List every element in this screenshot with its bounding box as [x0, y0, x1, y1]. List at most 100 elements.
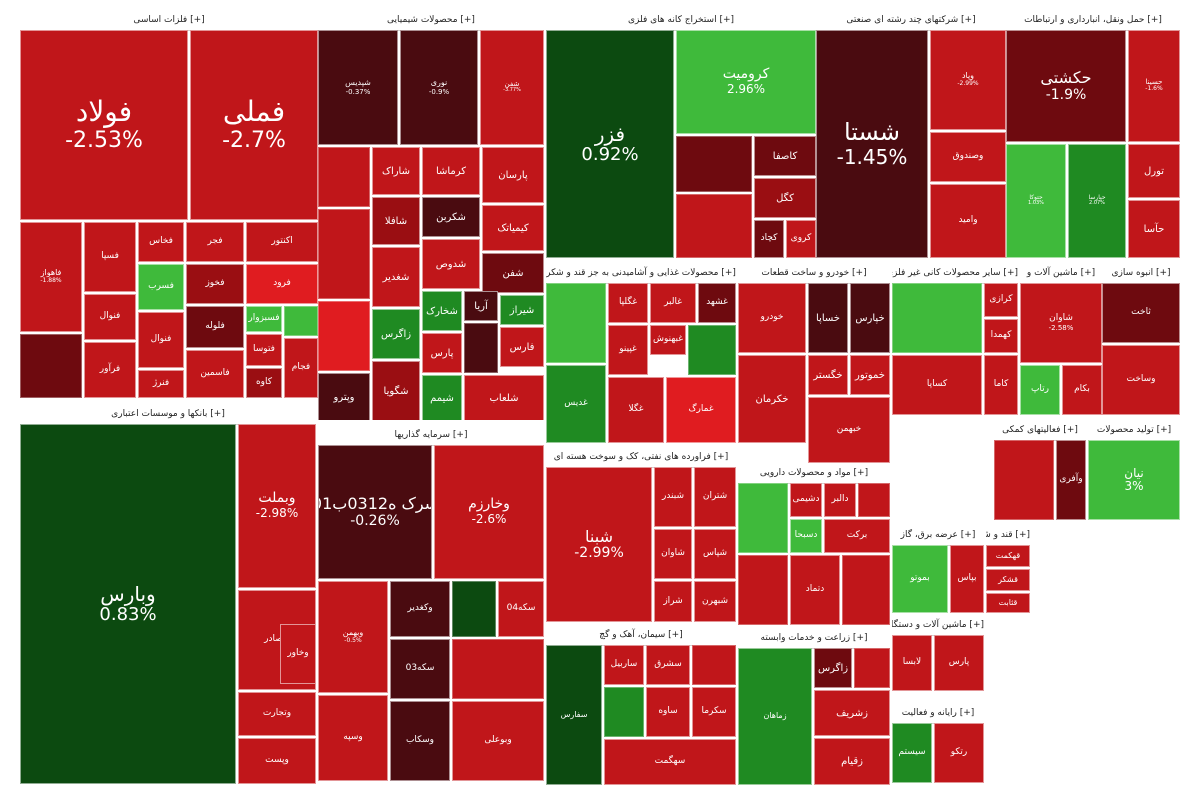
stock-tile[interactable]: شبهرن	[694, 581, 736, 622]
sector-header[interactable]: [+] سایر محصولات کانی غیر فلزی	[892, 263, 1018, 284]
stock-tile[interactable]: زماهان	[738, 648, 812, 785]
stock-tile[interactable]: وبوعلی	[452, 701, 544, 781]
stock-tile[interactable]: رتاپ	[1020, 365, 1060, 415]
sector-header[interactable]: [+] زراعت و خدمات وابسته	[738, 628, 890, 649]
stock-tile[interactable]: ثاخت	[1102, 283, 1180, 343]
stock-tile[interactable]	[858, 483, 890, 517]
stock-tile[interactable]: کرماشا	[422, 147, 480, 195]
stock-tile[interactable]: زاگرس	[814, 648, 852, 688]
sector-header[interactable]: [+] عرضه برق، گاز	[892, 525, 984, 546]
stock-tile[interactable]: سیستم	[892, 723, 932, 783]
stock-tile[interactable]: دالبر	[824, 483, 856, 517]
stock-tile[interactable]: قثابت	[986, 593, 1030, 613]
stock-tile[interactable]: شیراز	[500, 295, 544, 325]
stock-tile[interactable]: فسرب	[138, 264, 184, 310]
stock-tile[interactable]: تورل	[1128, 144, 1180, 198]
sector-header[interactable]: [+] فعالیتهای کمکی	[994, 420, 1086, 441]
stock-tile[interactable]: کاما	[984, 355, 1018, 415]
stock-tile[interactable]: شراز	[654, 581, 692, 622]
sector-header[interactable]: [+] ماشین آلات و دستگاه	[892, 615, 984, 636]
stock-tile[interactable]: پارس	[422, 333, 462, 373]
stock-tile[interactable]: نوری -0.9%	[400, 30, 478, 145]
stock-tile[interactable]	[692, 645, 736, 685]
stock-tile[interactable]: شبنا -2.99%	[546, 467, 652, 622]
stock-tile[interactable]: سفارس	[546, 645, 602, 785]
sector-header[interactable]: [+] محصولات شیمیایی	[318, 10, 544, 31]
stock-tile[interactable]	[318, 301, 370, 371]
stock-tile[interactable]: سکه04	[498, 581, 544, 637]
stock-tile[interactable]	[854, 648, 890, 688]
stock-tile[interactable]: شغدیر	[372, 247, 420, 307]
stock-tile[interactable]: سکه03	[390, 639, 450, 699]
stock-tile[interactable]: خساپا	[808, 283, 848, 353]
stock-tile[interactable]: فنوال	[138, 312, 184, 368]
stock-tile[interactable]: پارس	[934, 635, 984, 691]
stock-tile[interactable]: بموتو	[892, 545, 948, 613]
stock-tile[interactable]: خپارس	[850, 283, 890, 353]
sector-header[interactable]: [+] خودرو و ساخت قطعات	[738, 263, 890, 284]
stock-tile[interactable]: غشهد	[698, 283, 736, 323]
stock-tile[interactable]: وبهمن -0.5%	[318, 581, 388, 693]
stock-tile[interactable]: کرومیت 2.96%	[676, 30, 816, 134]
stock-tile[interactable]: لابسا	[892, 635, 932, 691]
stock-tile[interactable]	[546, 283, 606, 363]
stock-tile[interactable]: کساپا	[892, 355, 982, 415]
stock-tile[interactable]: غپینو	[608, 325, 648, 375]
stock-tile[interactable]: غالبر	[650, 283, 696, 323]
stock-tile[interactable]: دشیمی	[790, 483, 822, 517]
sector-header[interactable]: [+] سیمان، آهک و گچ	[546, 625, 736, 646]
stock-tile[interactable]: شیمم	[422, 375, 462, 420]
stock-tile[interactable]: برکت	[824, 519, 890, 553]
stock-tile[interactable]: فنرژ	[138, 370, 184, 398]
stock-tile[interactable]: خودرو	[738, 283, 806, 353]
stock-tile[interactable]: سهگمت	[604, 739, 736, 785]
stock-tile[interactable]: وآفری	[1056, 440, 1086, 520]
stock-tile[interactable]: خبهمن	[808, 397, 890, 463]
stock-tile[interactable]: حسینا -1.6%	[1128, 30, 1180, 142]
stock-tile[interactable]: شفن -3.77%	[480, 30, 544, 145]
stock-tile[interactable]: وصندوق	[930, 132, 1006, 182]
stock-tile[interactable]	[892, 283, 982, 353]
stock-tile[interactable]: شگویا	[372, 361, 420, 420]
stock-tile[interactable]: فنوال	[84, 294, 136, 340]
stock-tile[interactable]: فاسمین	[186, 350, 244, 398]
stock-tile[interactable]: فارس	[500, 327, 544, 367]
sector-header[interactable]: [+] سرمایه گذاریها	[318, 425, 544, 446]
stock-tile[interactable]: کیمیاتک	[482, 205, 544, 251]
sector-header[interactable]: [+] فلزات اساسی	[20, 10, 318, 31]
stock-tile[interactable]: کگل	[754, 178, 816, 218]
stock-tile[interactable]: پارسان	[482, 147, 544, 203]
stock-tile[interactable]: فولاد -2.53%	[20, 30, 188, 220]
stock-tile[interactable]: فملی -2.7%	[190, 30, 318, 220]
stock-tile[interactable]: شاوان -2.58%	[1020, 283, 1102, 363]
stock-tile[interactable]: غگلپا	[608, 283, 648, 323]
sector-header[interactable]: [+] بانکها و موسسات اعتباری	[20, 404, 316, 425]
sector-header[interactable]: [+] استخراج کانه های فلزی	[546, 10, 816, 31]
stock-tile[interactable]: فرود	[246, 264, 318, 304]
stock-tile[interactable]	[604, 687, 644, 737]
stock-tile[interactable]: فاهواز -1.88%	[20, 222, 82, 332]
stock-tile[interactable]: شفن	[482, 253, 544, 293]
sector-header[interactable]: [+] رایانه و فعالیت	[892, 703, 984, 724]
stock-tile[interactable]: سشرق	[646, 645, 690, 685]
stock-tile[interactable]: قشکر	[986, 569, 1030, 591]
stock-tile[interactable]: خکرمان	[738, 355, 806, 443]
stock-tile[interactable]: شافلا	[372, 197, 420, 245]
stock-tile[interactable]	[452, 639, 544, 699]
sector-header[interactable]: [+] انبوه سازی	[1102, 263, 1180, 284]
sector-header[interactable]: [+] شرکتهای چند رشته ای صنعتی	[816, 10, 1006, 31]
stock-tile[interactable]: شکربن	[422, 197, 480, 237]
sector-header[interactable]: [+] ماشین آلات و	[1020, 263, 1102, 284]
stock-tile[interactable]: وخارزم -2.6%	[434, 445, 544, 579]
stock-tile[interactable]: زاگرس	[372, 309, 420, 359]
stock-tile[interactable]: دتماد	[790, 555, 840, 625]
stock-tile[interactable]: سکرما	[692, 687, 736, 737]
stock-tile[interactable]: سرک ه0312ب01-0.26%	[318, 445, 432, 579]
stock-tile[interactable]: حآسا	[1128, 200, 1180, 258]
stock-tile[interactable]: فخاس	[138, 222, 184, 262]
stock-tile[interactable]: وبملت -2.98%	[238, 424, 316, 588]
stock-tile[interactable]: شخارک	[422, 291, 462, 331]
stock-tile[interactable]: وپترو	[318, 373, 370, 420]
stock-tile[interactable]: فسبزوار	[246, 306, 282, 332]
sector-header[interactable]: [+] حمل ونقل، انبارداری و ارتباطات	[1006, 10, 1180, 31]
